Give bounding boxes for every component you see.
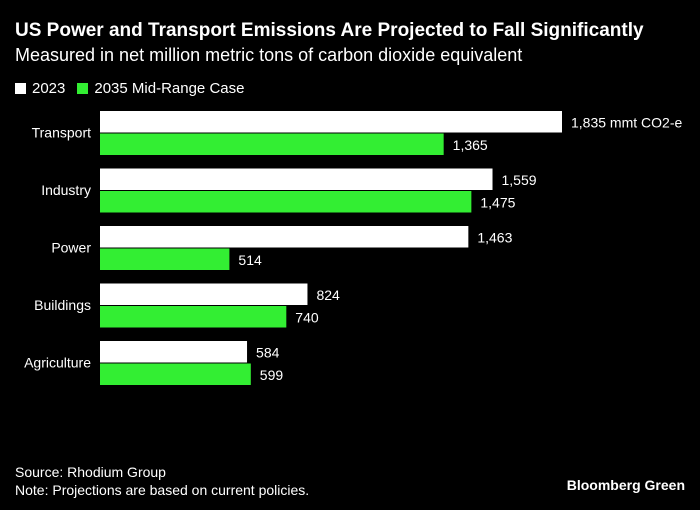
- chart-subtitle: Measured in net million metric tons of c…: [15, 45, 523, 65]
- footer: Source: Rhodium Group Note: Projections …: [15, 463, 309, 499]
- value-label-agriculture-2035: 599: [260, 367, 284, 383]
- chart-title: US Power and Transport Emissions Are Pro…: [15, 20, 644, 41]
- value-label-power-2035: 514: [238, 252, 262, 268]
- category-label-power: Power: [51, 240, 91, 256]
- bar-power-2023: [100, 226, 469, 248]
- legend-label-2023: 2023: [32, 80, 66, 97]
- source-note: Source: Rhodium Group: [15, 464, 166, 480]
- legend-item-2035: 2035 Mid-Range Case: [77, 80, 244, 97]
- category-label-agriculture: Agriculture: [24, 355, 91, 371]
- category-label-buildings: Buildings: [34, 297, 91, 313]
- bar-agriculture-2035: [100, 363, 251, 385]
- legend: 2023 2035 Mid-Range Case: [15, 80, 256, 97]
- legend-swatch-2023: [15, 83, 26, 94]
- policy-note: Note: Projections are based on current p…: [15, 482, 310, 498]
- legend-swatch-2035: [77, 83, 89, 94]
- value-label-buildings-2035: 740: [295, 309, 319, 325]
- category-label-industry: Industry: [41, 182, 91, 198]
- bar-agriculture-2023: [100, 341, 248, 363]
- value-label-buildings-2023: 824: [316, 287, 340, 303]
- value-label-industry-2023: 1,559: [502, 172, 537, 188]
- bar-transport-2035: [100, 133, 444, 155]
- category-label-transport: Transport: [32, 125, 92, 141]
- bar-chart: Transport 1,835 mmt CO2-e 1,365 Industry 1,5…: [24, 111, 682, 385]
- value-label-transport-2023: 1,835 mmt CO2-e: [571, 114, 682, 130]
- bar-power-2035: [100, 248, 230, 270]
- value-label-transport-2035: 1,365: [453, 137, 488, 153]
- value-label-power-2023: 1,463: [477, 229, 512, 245]
- bar-buildings-2023: [100, 283, 308, 305]
- bar-industry-2035: [100, 191, 472, 213]
- brand-logo: Bloomberg Green: [566, 477, 685, 493]
- value-label-agriculture-2023: 584: [256, 344, 280, 360]
- legend-label-2035: 2035 Mid-Range Case: [94, 80, 245, 97]
- bar-buildings-2035: [100, 306, 287, 328]
- bar-transport-2023: [100, 111, 562, 133]
- legend-item-2023: 2023: [15, 80, 65, 97]
- bar-industry-2023: [100, 168, 493, 190]
- value-label-industry-2035: 1,475: [480, 194, 515, 210]
